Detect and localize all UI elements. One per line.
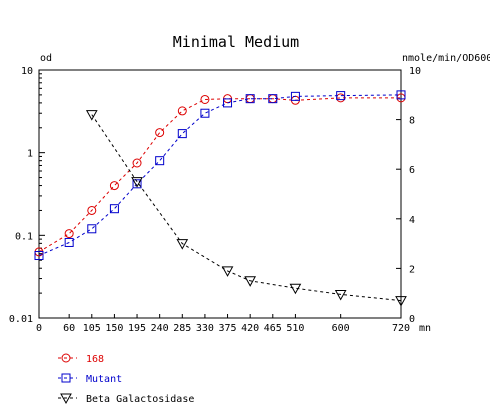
legend-marker <box>61 373 71 383</box>
legend-label: Beta Galactosidase <box>86 394 194 405</box>
data-point <box>155 128 165 138</box>
data-point <box>109 181 119 191</box>
data-point <box>85 110 98 121</box>
data-point <box>200 94 210 104</box>
y-tick-label: 0.01 <box>9 314 33 325</box>
x-tick-label: 240 <box>151 323 169 334</box>
y-axis-label: od <box>40 53 52 64</box>
x-tick-label: 330 <box>196 323 214 334</box>
data-point <box>221 266 234 277</box>
series-line <box>38 97 401 253</box>
legend-item: Beta Galactosidase <box>58 393 194 405</box>
axis-ticks: 0 60 105 150 195 240 285 330 375 420 465 510 600 7200… <box>9 66 421 334</box>
legend-item: Mutant <box>58 373 122 385</box>
data-point <box>336 91 346 101</box>
x-tick-label: 195 <box>128 323 146 334</box>
y2-tick-label: 6 <box>409 165 415 176</box>
data-point <box>34 251 44 261</box>
data-point <box>395 296 407 307</box>
x-tick-label: 60 <box>63 323 75 334</box>
data-point <box>245 94 255 104</box>
data-point <box>177 129 187 139</box>
data-point <box>290 91 300 101</box>
series-line <box>38 94 402 256</box>
legend-label: Mutant <box>86 374 122 385</box>
legend-marker <box>60 393 72 405</box>
legend-label: 168 <box>86 354 104 365</box>
data-point <box>396 90 406 100</box>
data-point <box>109 204 119 214</box>
data-point <box>177 106 187 116</box>
y-tick-label: 10 <box>21 66 33 77</box>
x-tick-label: 150 <box>105 323 123 334</box>
data-point <box>87 224 97 234</box>
data-point <box>334 289 347 301</box>
series-2 <box>85 110 407 307</box>
x-tick-label: 510 <box>286 323 304 334</box>
series-layer <box>34 90 407 307</box>
x-tick-label: 600 <box>332 323 350 334</box>
legend: 168 Mutant Beta Galactosidase <box>58 353 194 405</box>
plot-frame <box>38 69 402 319</box>
data-point <box>132 179 142 189</box>
data-point <box>289 283 302 295</box>
data-point <box>64 229 74 239</box>
y2-tick-label: 10 <box>409 66 421 77</box>
y-tick-label: 1 <box>27 149 33 160</box>
x-tick-label: 465 <box>264 323 282 334</box>
series-1 <box>34 90 406 261</box>
chart-title: Minimal Medium <box>173 33 299 51</box>
data-point <box>155 156 165 166</box>
x-tick-label: 0 <box>36 323 42 334</box>
legend-item: 168 <box>58 353 104 365</box>
y2-tick-label: 8 <box>409 116 415 127</box>
data-point <box>87 205 97 215</box>
x-tick-label: 105 <box>83 323 101 334</box>
x-tick-label: 285 <box>173 323 191 334</box>
legend-marker <box>61 353 71 363</box>
y-tick-label: 0.1 <box>15 231 33 242</box>
data-point <box>268 94 278 104</box>
y2-axis-label: nmole/min/OD600 <box>402 53 490 64</box>
data-point <box>200 108 210 118</box>
data-point <box>131 177 143 188</box>
data-point <box>223 98 233 108</box>
y2-tick-label: 0 <box>409 314 415 325</box>
data-point <box>244 276 257 287</box>
data-point <box>132 158 142 168</box>
x-tick-label: 420 <box>241 323 259 334</box>
x-axis-label: mn <box>419 323 431 334</box>
y2-tick-label: 4 <box>409 215 415 226</box>
data-point <box>64 237 74 247</box>
y2-tick-label: 2 <box>409 264 415 275</box>
plot-area-border <box>38 69 402 319</box>
x-tick-label: 720 <box>392 323 410 334</box>
data-point <box>176 239 189 250</box>
x-tick-label: 375 <box>219 323 237 334</box>
series-line <box>91 114 402 302</box>
